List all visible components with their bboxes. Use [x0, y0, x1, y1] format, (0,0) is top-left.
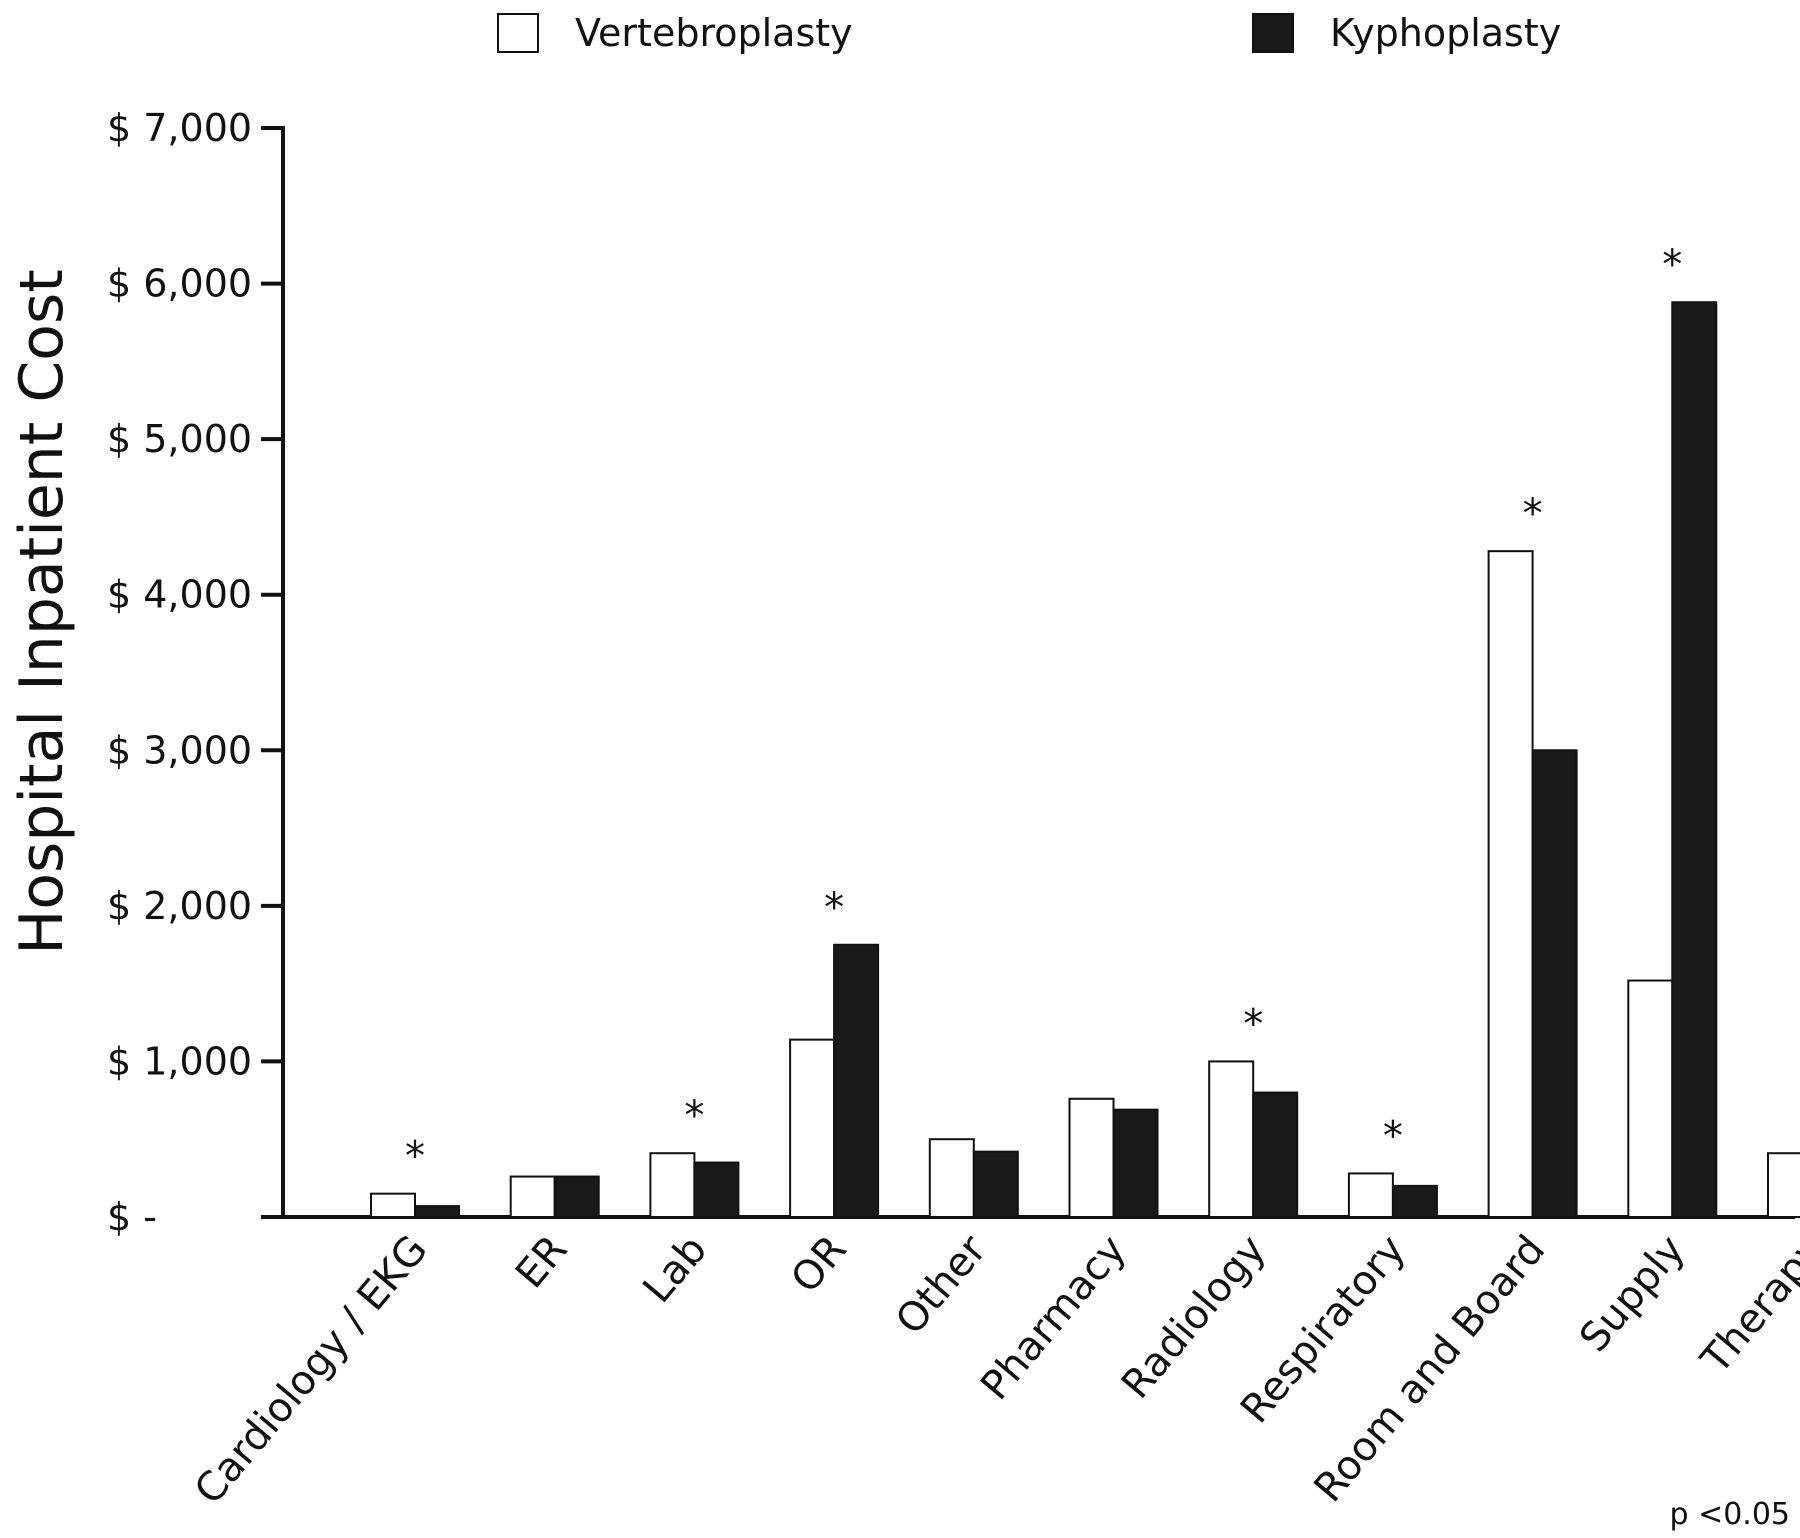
bar-kyphoplasty — [1112, 1108, 1159, 1219]
bar-vertebroplasty — [789, 1038, 836, 1218]
x-tick-label: Therapy — [1692, 1227, 1800, 1383]
x-tick-label: ER — [507, 1227, 576, 1297]
y-tick-label: $ 5,000 — [107, 417, 252, 461]
bar-vertebroplasty — [370, 1192, 416, 1219]
significance-star: * — [405, 1134, 425, 1180]
y-tick-label: $ 4,000 — [107, 573, 252, 617]
bar-kyphoplasty — [1671, 301, 1718, 1218]
y-tick-label: $ 2,000 — [107, 884, 252, 928]
legend-swatch-kyphoplasty — [1252, 13, 1294, 53]
bar-kyphoplasty — [414, 1205, 460, 1218]
x-tick-label: Other — [887, 1226, 996, 1343]
y-tick-label: $ 6,000 — [107, 262, 252, 306]
x-tick-label: Supply — [1571, 1227, 1694, 1361]
bar-vertebroplasty — [1627, 979, 1674, 1218]
legend-label-vertebroplasty: Vertebroplasty — [575, 11, 853, 55]
footnote: p <0.05 — [1669, 1497, 1790, 1532]
bar-kyphoplasty — [553, 1175, 600, 1218]
bar-kyphoplasty — [1531, 749, 1578, 1218]
y-axis-title: Hospital Inpatient Cost — [7, 269, 77, 955]
legend-item-kyphoplasty: Kyphoplasty — [1252, 8, 1561, 58]
legend-item-vertebroplasty: Vertebroplasty — [497, 8, 853, 58]
y-tick-label: $ - — [107, 1195, 157, 1239]
significance-star: * — [1662, 242, 1682, 288]
y-tick-label: $ 3,000 — [107, 728, 252, 772]
bar-vertebroplasty — [1208, 1060, 1255, 1219]
bar-kyphoplasty — [693, 1161, 740, 1219]
significance-star: * — [684, 1093, 704, 1139]
x-tick-label: Cardiology / EKG — [186, 1227, 437, 1513]
bar-kyphoplasty — [1391, 1184, 1438, 1219]
bar-kyphoplasty — [972, 1150, 1019, 1219]
y-ticks: $ - $ 1,000 $ 2,000 $ 3,000 $ 4,000 $ 5,000 $ … — [107, 106, 283, 1239]
bar-vertebroplasty — [1068, 1097, 1115, 1219]
significance-star: * — [824, 885, 844, 931]
bar-vertebroplasty — [1767, 1152, 1800, 1218]
y-tick-label: $ 1,000 — [107, 1039, 252, 1083]
legend-swatch-vertebroplasty — [497, 13, 539, 53]
y-axis-title-group: Hospital Inpatient Cost — [7, 269, 77, 955]
x-tick-label: OR — [782, 1227, 855, 1302]
bar-vertebroplasty — [928, 1138, 975, 1218]
bar-vertebroplasty — [649, 1152, 696, 1218]
legend-label-kyphoplasty: Kyphoplasty — [1330, 11, 1562, 55]
x-tick-label: Lab — [634, 1227, 716, 1312]
bar-vertebroplasty — [509, 1175, 556, 1218]
significance-star: * — [1243, 1001, 1263, 1047]
bar-vertebroplasty — [1487, 550, 1534, 1218]
significance-star: * — [1383, 1113, 1403, 1159]
y-tick-label: $ 7,000 — [107, 106, 252, 150]
bars — [370, 301, 1800, 1219]
significance-markers: ******** — [405, 242, 1682, 1180]
bar-vertebroplasty — [1347, 1172, 1394, 1218]
bar-kyphoplasty — [833, 943, 880, 1218]
x-tick-label: Pharmacy — [972, 1227, 1135, 1409]
bar-kyphoplasty — [1252, 1091, 1299, 1218]
significance-star: * — [1523, 491, 1543, 537]
x-tick-labels: Cardiology / EKG ER Lab OR OtherPharmacyRadi… — [186, 1226, 1800, 1513]
